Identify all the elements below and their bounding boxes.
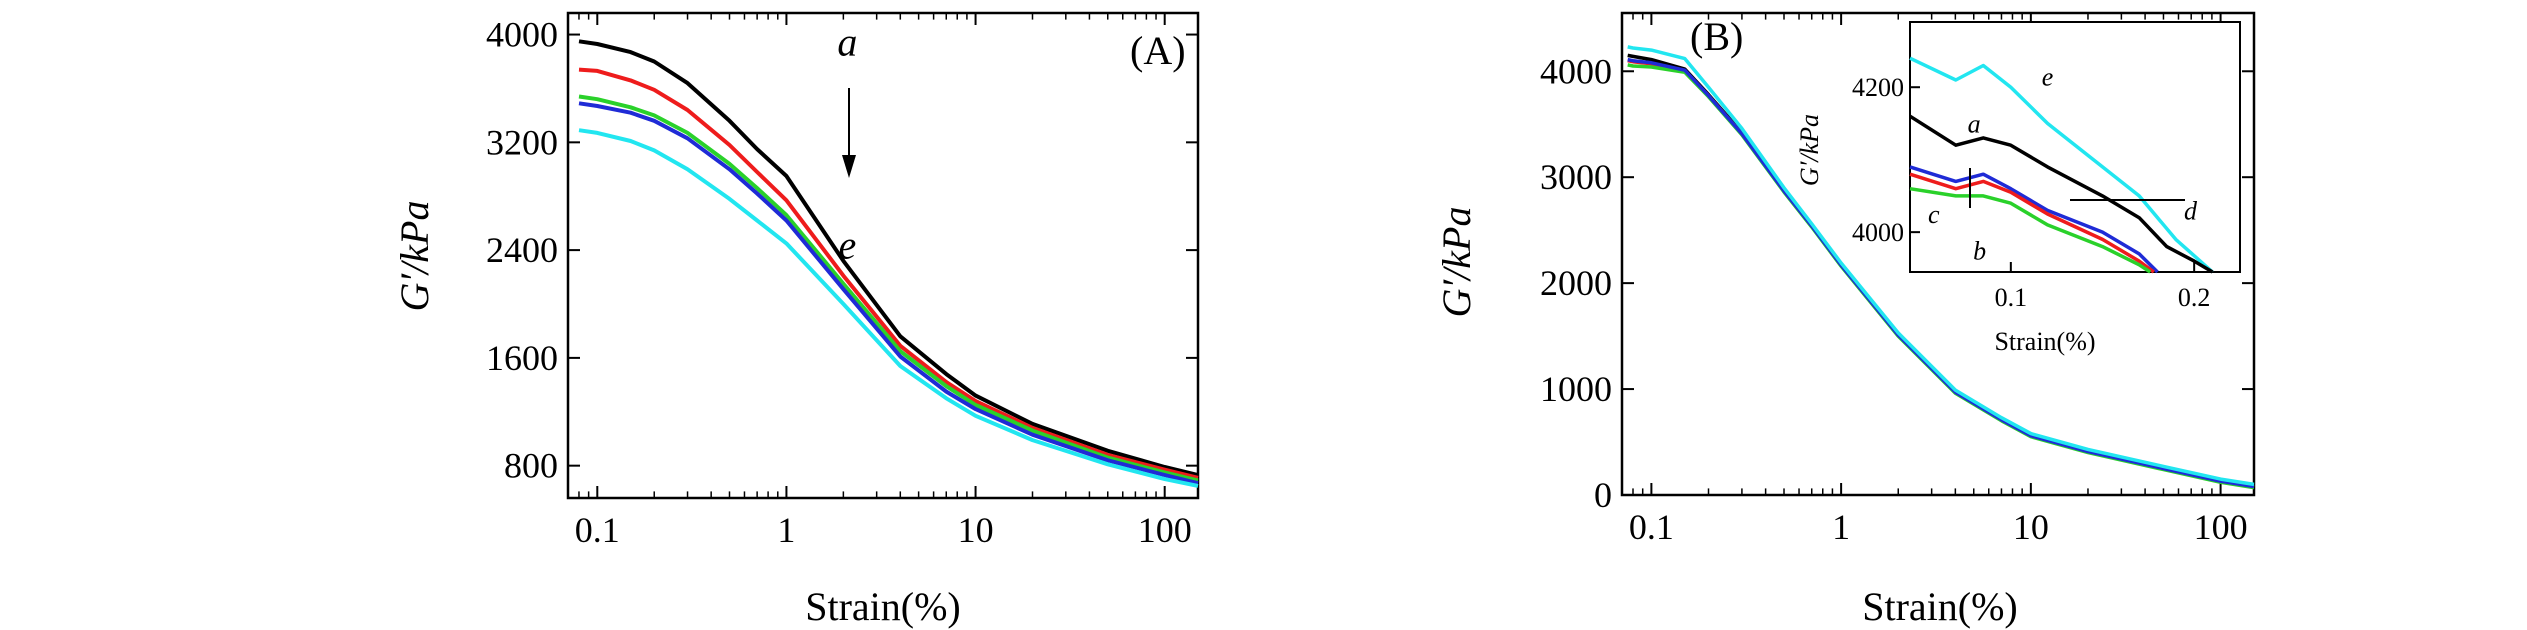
inset-ticks: 0.1 0.2 4000 4200 bbox=[1852, 73, 2210, 312]
x-tick-label: 100 bbox=[1138, 510, 1192, 550]
panel-b-frame bbox=[1620, 11, 2256, 497]
panel-a-annotation-e: e bbox=[838, 223, 856, 268]
inset-series-line-2 bbox=[1909, 165, 2159, 274]
x-tick-label: 10 bbox=[2013, 507, 2049, 547]
panel-a: 0.1 1 10 100 800 1600 2400 3200 4000 (A) Strain(… bbox=[392, 11, 1200, 629]
panel-a-ticks: 0.1 1 10 100 800 1600 2400 3200 4000 bbox=[486, 13, 1198, 550]
series-line-4 bbox=[578, 128, 1199, 488]
series-line-2 bbox=[578, 94, 1199, 483]
inset-annotation-d: d bbox=[2184, 196, 2198, 225]
inset-x-tick-label: 0.2 bbox=[2178, 283, 2211, 312]
x-tick-label: 1 bbox=[1832, 507, 1850, 547]
series-line-0 bbox=[578, 39, 1199, 478]
y-tick-label: 800 bbox=[504, 446, 558, 486]
y-tick-label: 2000 bbox=[1540, 263, 1612, 303]
panel-a-frame bbox=[566, 11, 1200, 500]
x-tick-label: 0.1 bbox=[575, 510, 620, 550]
inset-annotation-e: e bbox=[2042, 62, 2054, 91]
inset-x-tick-label: 0.1 bbox=[1995, 283, 2028, 312]
inset-annotation-c: c bbox=[1928, 200, 1940, 229]
inset-annotations: e a c b d bbox=[1928, 62, 2198, 265]
x-tick-label: 10 bbox=[958, 510, 994, 550]
inset-annotation-b: b bbox=[1973, 236, 1986, 265]
panel-a-label: (A) bbox=[1130, 28, 1186, 73]
inset-ylabel: G′/kPa bbox=[1795, 114, 1824, 186]
y-tick-label: 2400 bbox=[486, 230, 558, 270]
y-tick-label: 1000 bbox=[1540, 369, 1612, 409]
panel-b-series bbox=[1627, 45, 2255, 490]
panel-a-arrow-head bbox=[842, 155, 856, 178]
panel-a-annotation-a: a bbox=[837, 19, 857, 64]
inset-xlabel: Strain(%) bbox=[1994, 327, 2095, 356]
y-tick-label: 3000 bbox=[1540, 157, 1612, 197]
y-tick-label: 4000 bbox=[1540, 51, 1612, 91]
panel-b-label: (B) bbox=[1690, 14, 1743, 59]
x-tick-label: 100 bbox=[2194, 507, 2248, 547]
inset-series-line-3 bbox=[1909, 172, 2155, 274]
inset-series-line-1 bbox=[1909, 114, 2214, 274]
series-line-3 bbox=[578, 101, 1199, 486]
inset-y-tick-label: 4000 bbox=[1852, 218, 1904, 247]
y-tick-label: 4000 bbox=[486, 15, 558, 55]
panel-a-xlabel: Strain(%) bbox=[805, 584, 961, 629]
panel-b-inset: 0.1 0.2 4000 4200 Strain(%) G′/kPa e a c b d bbox=[1795, 21, 2241, 356]
panel-b-xlabel: Strain(%) bbox=[1862, 584, 2018, 629]
inset-series bbox=[1909, 56, 2214, 274]
panel-b-ylabel: G′/kPa bbox=[1434, 207, 1479, 318]
series-line-1 bbox=[578, 67, 1199, 480]
inset-y-tick-label: 4200 bbox=[1852, 73, 1904, 102]
inset-annotation-a: a bbox=[1968, 109, 1981, 138]
y-tick-label: 1600 bbox=[486, 338, 558, 378]
panel-a-ylabel: G′/kPa bbox=[392, 201, 437, 312]
series-line-4 bbox=[1627, 45, 2255, 487]
x-tick-label: 0.1 bbox=[1629, 507, 1674, 547]
x-tick-label: 1 bbox=[777, 510, 795, 550]
inset-series-line-0 bbox=[1909, 56, 2214, 274]
inset-series-line-4 bbox=[1909, 186, 2152, 274]
y-tick-label: 0 bbox=[1594, 475, 1612, 515]
panel-a-series bbox=[578, 39, 1199, 488]
y-tick-label: 3200 bbox=[486, 122, 558, 162]
